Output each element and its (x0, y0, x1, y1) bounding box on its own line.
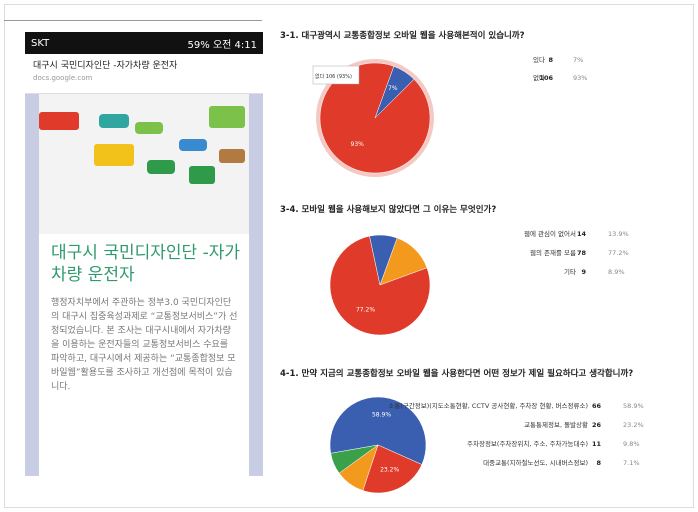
tab-bar: 대구시 국민디자인단 -자가차량 운전자 docs.google.com (25, 54, 263, 94)
pie-slice (330, 444, 379, 474)
legend-label: 없다 (533, 73, 545, 82)
header-illustration (39, 94, 249, 234)
chart-title: 4-1. 만약 지금의 교통종합정보 오바일 웹을 사용한다면 어떤 정보가 제… (280, 368, 633, 379)
legend-count: 106 (539, 74, 553, 82)
form-description: 행정자치부에서 주관하는 정부3.0 국민디자인단의 대구시 집중육성과제로 “… (51, 298, 238, 392)
legend-percent: 7% (573, 56, 583, 64)
legend-count: 78 (577, 249, 587, 257)
legend-percent: 93% (573, 74, 587, 82)
slice-label: 23.2% (380, 466, 399, 473)
charts: 3-1. 대구광역시 교통종합정보 오바일 웹을 사용해본적이 있습니까? 7% 있… (280, 30, 644, 494)
legend-count: 66 (592, 402, 602, 410)
legend-label: 대중교통(지하철노선도, 시내버스정보) (483, 458, 588, 467)
pie-slice (329, 396, 427, 465)
legend-percent: 9.8% (623, 440, 640, 448)
divider (4, 20, 262, 21)
tab-url: docs.google.com (33, 74, 93, 82)
legend-label: 기타 (564, 267, 576, 276)
legend-count: 9 (581, 268, 586, 276)
legend-count: 26 (592, 421, 602, 429)
slice-label: 7% (388, 85, 398, 92)
legend-percent: 13.9% (608, 230, 629, 238)
phone-screenshot: SKT 59% 오전 4:11 대구시 국민디자인단 -자가차량 운전자 doc… (25, 32, 263, 476)
legend-label: 웹의 존재를 모름 (530, 248, 576, 257)
legend-label: 주차장정보(주차장위치, 주소, 주차가능대수) (467, 439, 588, 448)
chart-title: 3-4. 모바일 웹을 사용해보지 않았다면 그 이유는 무엇인가? (280, 204, 496, 215)
legend-label: 웹에 관심이 없어서 (524, 229, 576, 238)
legend-percent: 7.1% (623, 459, 640, 467)
tab-title[interactable]: 대구시 국민디자인단 -자가차량 운전자 (33, 61, 178, 71)
legend-count: 11 (592, 440, 602, 448)
legend-label: 있다 (533, 55, 545, 64)
status-right: 59% 오전 4:11 (188, 36, 257, 51)
annotation-box (312, 65, 360, 85)
annotation: 없다 106 (93%) (315, 73, 352, 80)
legend-percent: 58.9% (623, 402, 644, 410)
legend-count: 8 (596, 459, 601, 467)
legend-percent: 23.2% (623, 421, 644, 429)
legend-percent: 8.9% (608, 268, 625, 276)
legend-label: 소통(구간정보)(지도소통현황, CCTV 공사현황, 주차장 현황, 버스정류… (388, 401, 588, 410)
slice-label: 77.2% (356, 306, 375, 313)
legend-count: 14 (577, 230, 587, 238)
carrier: SKT (31, 37, 50, 49)
status-bar: SKT 59% 오전 4:11 (25, 32, 263, 54)
legend-label: 교통통제정보, 돌발상황 (524, 420, 588, 429)
legend-percent: 77.2% (608, 249, 629, 257)
chart-title: 3-1. 대구광역시 교통종합정보 오바일 웹을 사용해본적이 있습니까? (280, 30, 525, 41)
time: 오전 4:11 (212, 39, 257, 51)
pie-slice (369, 234, 398, 286)
form-content: 대구시 국민디자인단 -자가차량 운전자 행정자치부에서 주관하는 정부3.0 … (39, 94, 249, 476)
pie-slice (362, 444, 423, 494)
slice-label: 93% (351, 141, 365, 148)
frame (4, 4, 694, 508)
battery: 59% (187, 39, 210, 51)
legend-count: 8 (548, 56, 553, 64)
form-heading: 대구시 국민디자인단 -자가차량 운전자 (51, 243, 240, 285)
slice-label: 58.9% (372, 411, 391, 418)
